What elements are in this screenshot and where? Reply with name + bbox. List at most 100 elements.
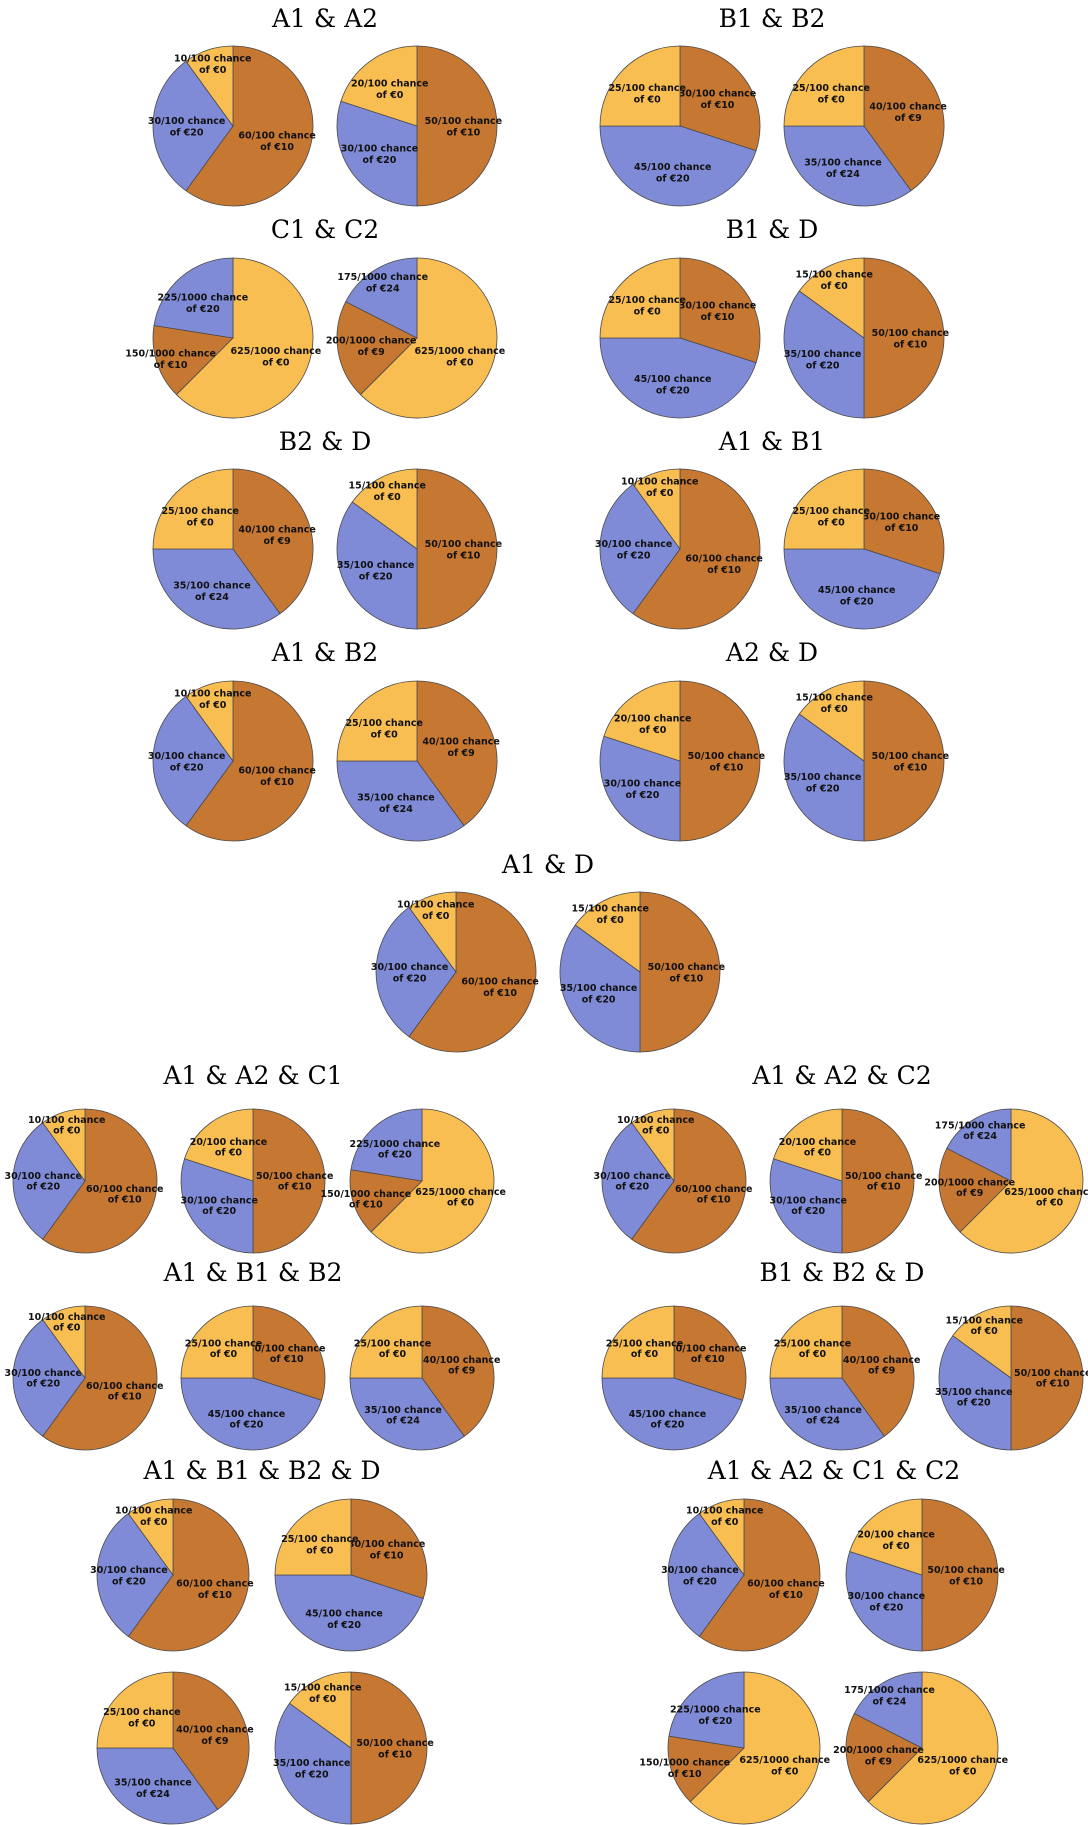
slice-label-b1-1: 45/100 chance of €20 — [818, 585, 895, 608]
pie-slice-b1-0 — [350, 1498, 428, 1599]
slice-label-a2-1: 30/100 chance of €20 — [604, 778, 681, 801]
slice-label-b1-2: 25/100 chance of €0 — [608, 83, 685, 106]
pie-slice-a2-0 — [841, 1108, 915, 1254]
group-title-b2-d: B2 & D — [278, 427, 372, 456]
pie-a1-30: 60/100 chance of €10 30/100 chance of €20 10… — [90, 1498, 254, 1652]
slice-label-a1-1: 30/100 chance of €20 — [148, 751, 225, 774]
slice-label-a1-2: 10/100 chance of €0 — [174, 54, 251, 77]
group-title-a1-b1-b2: A1 & B1 & B2 — [163, 1258, 343, 1287]
pie-d-9: 50/100 chance of €10 35/100 chance of €20 15… — [336, 468, 502, 630]
slice-label-d-1: 35/100 chance of €20 — [935, 1387, 1012, 1409]
slice-label-a1-0: 60/100 chance of €10 — [86, 1381, 163, 1403]
pie-slice-a2-0 — [252, 1108, 326, 1254]
slice-label-c1-2: 225/1000 chance of €20 — [350, 1139, 441, 1161]
pie-slice-c2-0 — [959, 1108, 1084, 1254]
slice-label-d-1: 35/100 chance of €20 — [273, 1758, 350, 1781]
pie-a2-22: 50/100 chance of €10 30/100 chance of €20 20… — [769, 1108, 923, 1254]
slice-label-a1-1: 30/100 chance of €20 — [371, 962, 448, 985]
pie-slice-a1-2 — [42, 1305, 86, 1380]
pie-slice-c1-2 — [668, 1671, 745, 1749]
slice-label-b2-2: 25/100 chance of €0 — [103, 1707, 180, 1730]
pie-slice-a2-0 — [416, 45, 498, 207]
pie-slice-a1-2 — [408, 891, 457, 974]
pie-slice-c2-0 — [359, 257, 498, 419]
pie-slice-b2-1 — [152, 548, 281, 630]
pie-slice-c2-1 — [845, 1712, 923, 1803]
slice-label-b2-0: 40/100 chance of €9 — [869, 102, 946, 125]
slice-label-b1-1: 45/100 chance of €20 — [208, 1409, 285, 1431]
slice-label-b1-0: 30/100 chance of €10 — [348, 1539, 425, 1562]
pie-slice-b1-1 — [601, 1377, 743, 1451]
pie-slice-d-2 — [798, 257, 865, 339]
pie-slice-a2-2 — [340, 45, 418, 127]
pie-slice-d-0 — [863, 257, 945, 419]
slice-label-a1-0: 60/100 chance of €10 — [675, 1184, 752, 1206]
group-title-a1-a2: A1 & A2 — [271, 4, 379, 33]
pie-slice-c1-2 — [153, 257, 234, 339]
slice-label-a1-0: 60/100 chance of €10 — [685, 553, 762, 576]
group-title-a1-b2: A1 & B2 — [271, 638, 379, 667]
pie-slice-a1-0 — [632, 468, 761, 630]
slice-label-d-2: 15/100 chance of €0 — [284, 1682, 361, 1705]
pie-slice-b2-1 — [769, 1377, 885, 1451]
slice-label-c2-0: 625/1000 chance of €0 — [415, 346, 506, 369]
slice-label-b1-0: 30/100 chance of €10 — [248, 1343, 325, 1365]
pie-d-33: 50/100 chance of €10 35/100 chance of €20 15… — [273, 1671, 434, 1825]
pie-a2-14: 50/100 chance of €10 30/100 chance of €20 20… — [599, 680, 765, 842]
slice-label-a1-2: 10/100 chance of €0 — [617, 1115, 694, 1137]
slice-label-b1-0: 30/100 chance of €10 — [863, 512, 940, 534]
pie-slice-b2-0 — [863, 45, 945, 192]
slice-label-d-2: 15/100 chance of €0 — [348, 481, 425, 504]
pie-slice-b1-0 — [252, 1305, 326, 1401]
slice-label-c2-1: 200/1000 chance of €9 — [924, 1178, 1015, 1200]
group-title-b1-b2: B1 & B2 — [718, 4, 826, 33]
group-title-c1-c2: C1 & C2 — [270, 215, 380, 244]
pie-slice-a1-1 — [375, 906, 457, 1038]
pie-slice-b2-2 — [349, 1305, 423, 1379]
slice-label-b2-0: 40/100 chance of €9 — [176, 1724, 253, 1747]
slice-label-a1-2: 10/100 chance of €0 — [28, 1115, 105, 1137]
pie-slice-b2-1 — [349, 1377, 465, 1451]
group-title-a1-b1-b2-d: A1 & B1 & B2 & D — [143, 1456, 381, 1485]
pie-slice-b1-2 — [180, 1305, 254, 1379]
slice-label-d-2: 15/100 chance of €0 — [945, 1315, 1022, 1337]
pie-b1-6: 30/100 chance of €10 45/100 chance of €20 25… — [599, 257, 761, 419]
slice-label-c2-0: 625/1000 chance of €0 — [917, 1755, 1008, 1778]
pie-slice-b1-1 — [180, 1377, 322, 1451]
pie-slice-a1-1 — [667, 1512, 745, 1638]
pie-slice-a1-1 — [152, 60, 234, 192]
pie-slice-a1-0 — [42, 1108, 158, 1254]
slice-label-a2-0: 50/100 chance of €10 — [845, 1171, 922, 1193]
pie-slice-b1-0 — [863, 468, 945, 575]
pie-slice-d-1 — [783, 713, 865, 842]
pie-a1-34: 60/100 chance of €10 30/100 chance of €20 10… — [661, 1498, 825, 1652]
slice-label-d-0: 50/100 chance of €10 — [872, 751, 949, 774]
slice-label-c1-1: 150/1000 chance of €10 — [639, 1757, 730, 1780]
pie-b1-11: 30/100 chance of €10 45/100 chance of €20 25… — [783, 468, 945, 630]
slice-label-b2-0: 40/100 chance of €9 — [843, 1355, 920, 1377]
pie-b2-26: 40/100 chance of €9 35/100 chance of €24 25/… — [349, 1305, 500, 1451]
slice-label-a2-0: 50/100 chance of €10 — [425, 116, 502, 139]
slice-label-d-0: 50/100 chance of €10 — [356, 1738, 433, 1761]
slice-label-a2-2: 20/100 chance of €0 — [614, 713, 691, 736]
pie-slice-d-1 — [938, 1335, 1012, 1451]
pie-b1-27: 30/100 chance of €10 45/100 chance of €20 25… — [601, 1305, 747, 1451]
slice-label-c1-0: 625/1000 chance of €0 — [231, 346, 322, 369]
pie-slice-d-2 — [351, 468, 418, 550]
slice-label-b1-2: 25/100 chance of €0 — [185, 1338, 262, 1360]
group-title-a1-a2-c2: A1 & A2 & C2 — [752, 1061, 932, 1090]
pie-d-15: 50/100 chance of €10 35/100 chance of €20 15… — [783, 680, 949, 842]
slice-label-a2-2: 20/100 chance of €0 — [857, 1529, 934, 1552]
pie-slice-a1-0 — [408, 891, 537, 1053]
slice-label-b1-0: 30/100 chance of €10 — [679, 89, 756, 112]
pie-slice-b2-0 — [232, 468, 314, 615]
pie-slice-c2-2 — [345, 257, 418, 339]
pie-slice-a1-1 — [599, 483, 681, 615]
slice-label-b1-1: 45/100 chance of €20 — [629, 1409, 706, 1431]
slice-label-b2-1: 35/100 chance of €24 — [173, 580, 250, 603]
